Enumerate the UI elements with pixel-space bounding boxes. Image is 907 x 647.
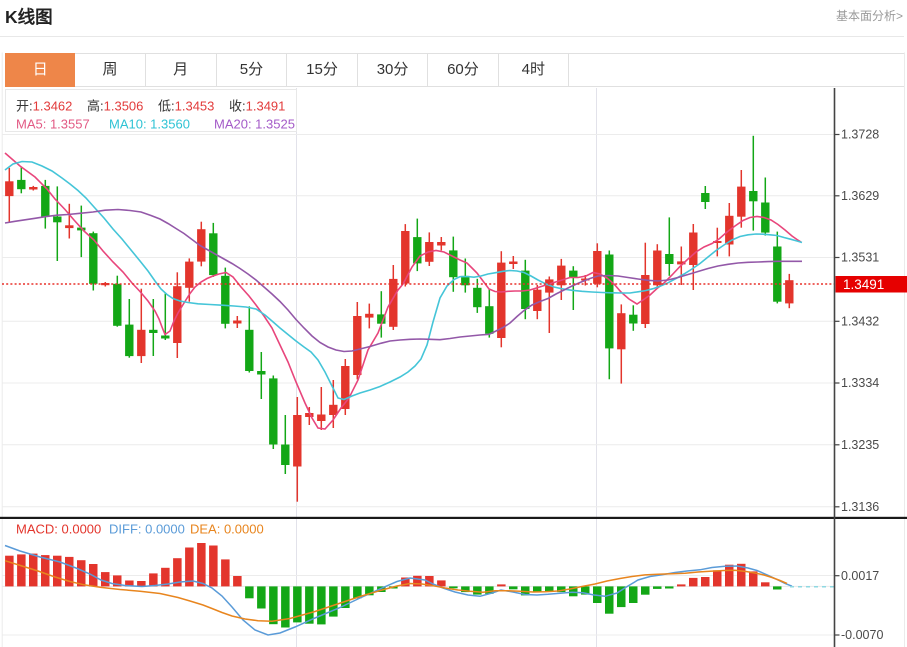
svg-text:1.3629: 1.3629 [841,189,879,203]
svg-text:1.3728: 1.3728 [841,128,879,142]
svg-text:1.3432: 1.3432 [841,315,879,329]
svg-text:MA10: 1.3560: MA10: 1.3560 [109,117,190,132]
svg-text:1.3491: 1.3491 [843,277,884,292]
svg-text:-0.0070: -0.0070 [841,628,883,642]
svg-text:1.3531: 1.3531 [841,251,879,265]
svg-text:1.3235: 1.3235 [841,438,879,452]
svg-text:MA20: 1.3525: MA20: 1.3525 [214,117,295,132]
svg-text:低:1.3453: 低:1.3453 [158,99,214,114]
svg-text:1.3136: 1.3136 [841,500,879,514]
svg-text:MA5: 1.3557: MA5: 1.3557 [16,117,90,132]
svg-text:收:1.3491: 收:1.3491 [229,99,285,114]
svg-text:高:1.3506: 高:1.3506 [87,99,143,114]
svg-text:DIFF: 0.0000: DIFF: 0.0000 [109,522,185,537]
svg-text:0.0017: 0.0017 [841,569,879,583]
svg-text:1.3334: 1.3334 [841,376,879,390]
svg-text:DEA: 0.0000: DEA: 0.0000 [190,522,264,537]
svg-text:MACD: 0.0000: MACD: 0.0000 [16,522,101,537]
svg-text:开:1.3462: 开:1.3462 [16,99,72,114]
